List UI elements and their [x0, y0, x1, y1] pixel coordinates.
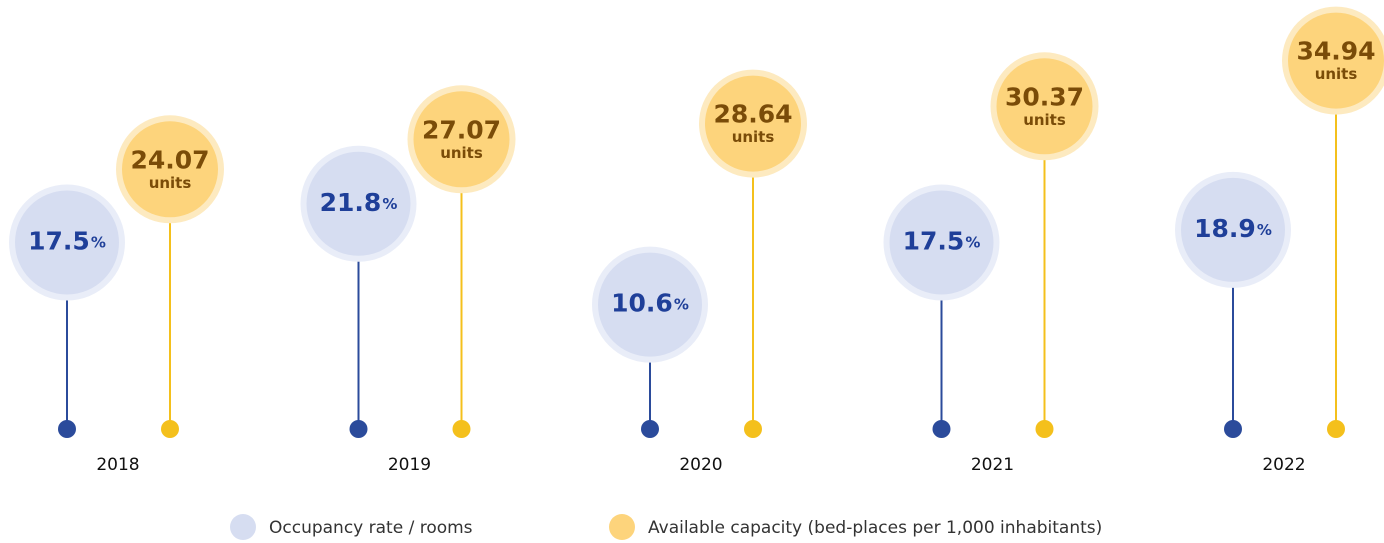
value-number: 10.6	[611, 289, 673, 318]
value-label: 34.94	[1296, 37, 1375, 66]
bubble	[413, 91, 510, 188]
legend-label: Occupancy rate / rooms	[269, 518, 473, 538]
value-unit: units	[732, 128, 775, 146]
value-label: 24.07	[130, 145, 209, 174]
value-label: 17.5%	[903, 227, 981, 256]
bubble	[598, 252, 702, 357]
stick-dot	[932, 420, 951, 438]
bubble	[889, 190, 994, 295]
legend-swatch	[230, 514, 256, 540]
value-label: 17.5%	[28, 227, 106, 256]
bubble	[705, 75, 801, 172]
value-unit: %	[674, 295, 689, 313]
value-number: 17.5	[28, 227, 90, 256]
bubble	[122, 121, 218, 218]
value-unit: %	[965, 233, 980, 251]
value-number: 21.8	[320, 188, 382, 217]
legend-swatch	[609, 514, 635, 540]
x-tick-label: 2019	[388, 455, 431, 475]
value-unit: %	[382, 194, 397, 212]
bubble	[1288, 12, 1384, 109]
bubble	[1181, 177, 1285, 282]
x-tick-label: 2022	[1262, 455, 1305, 475]
value-label: 10.6%	[611, 289, 689, 318]
stick-dot	[452, 420, 471, 438]
bubble	[996, 58, 1093, 155]
value-label: 30.37	[1005, 82, 1084, 111]
stick-dot	[58, 420, 76, 438]
value-label: 18.9%	[1194, 214, 1272, 243]
value-unit: units	[440, 144, 483, 162]
value-unit: units	[1315, 65, 1358, 83]
stick-dot	[161, 420, 179, 438]
stick-dot	[1035, 420, 1054, 438]
value-unit: %	[1257, 220, 1272, 238]
value-unit: units	[1023, 111, 1066, 129]
x-tick-label: 2018	[96, 455, 139, 475]
value-unit: %	[91, 233, 106, 251]
legend-label: Available capacity (bed-places per 1,000…	[648, 518, 1102, 538]
stick-dot	[1224, 420, 1242, 438]
stick-dot	[744, 420, 762, 438]
bubble	[306, 151, 411, 256]
x-tick-label: 2021	[971, 455, 1014, 475]
value-label: 28.64	[713, 100, 792, 129]
stick-dot	[641, 420, 659, 438]
value-number: 18.9	[1194, 214, 1256, 243]
x-tick-label: 2020	[679, 455, 722, 475]
value-label: 21.8%	[320, 188, 398, 217]
stick-dot	[1327, 420, 1345, 438]
bubble	[15, 190, 119, 295]
value-label: 27.07	[422, 115, 501, 144]
value-unit: units	[149, 174, 192, 192]
stick-dot	[349, 420, 368, 438]
value-number: 17.5	[903, 227, 965, 256]
